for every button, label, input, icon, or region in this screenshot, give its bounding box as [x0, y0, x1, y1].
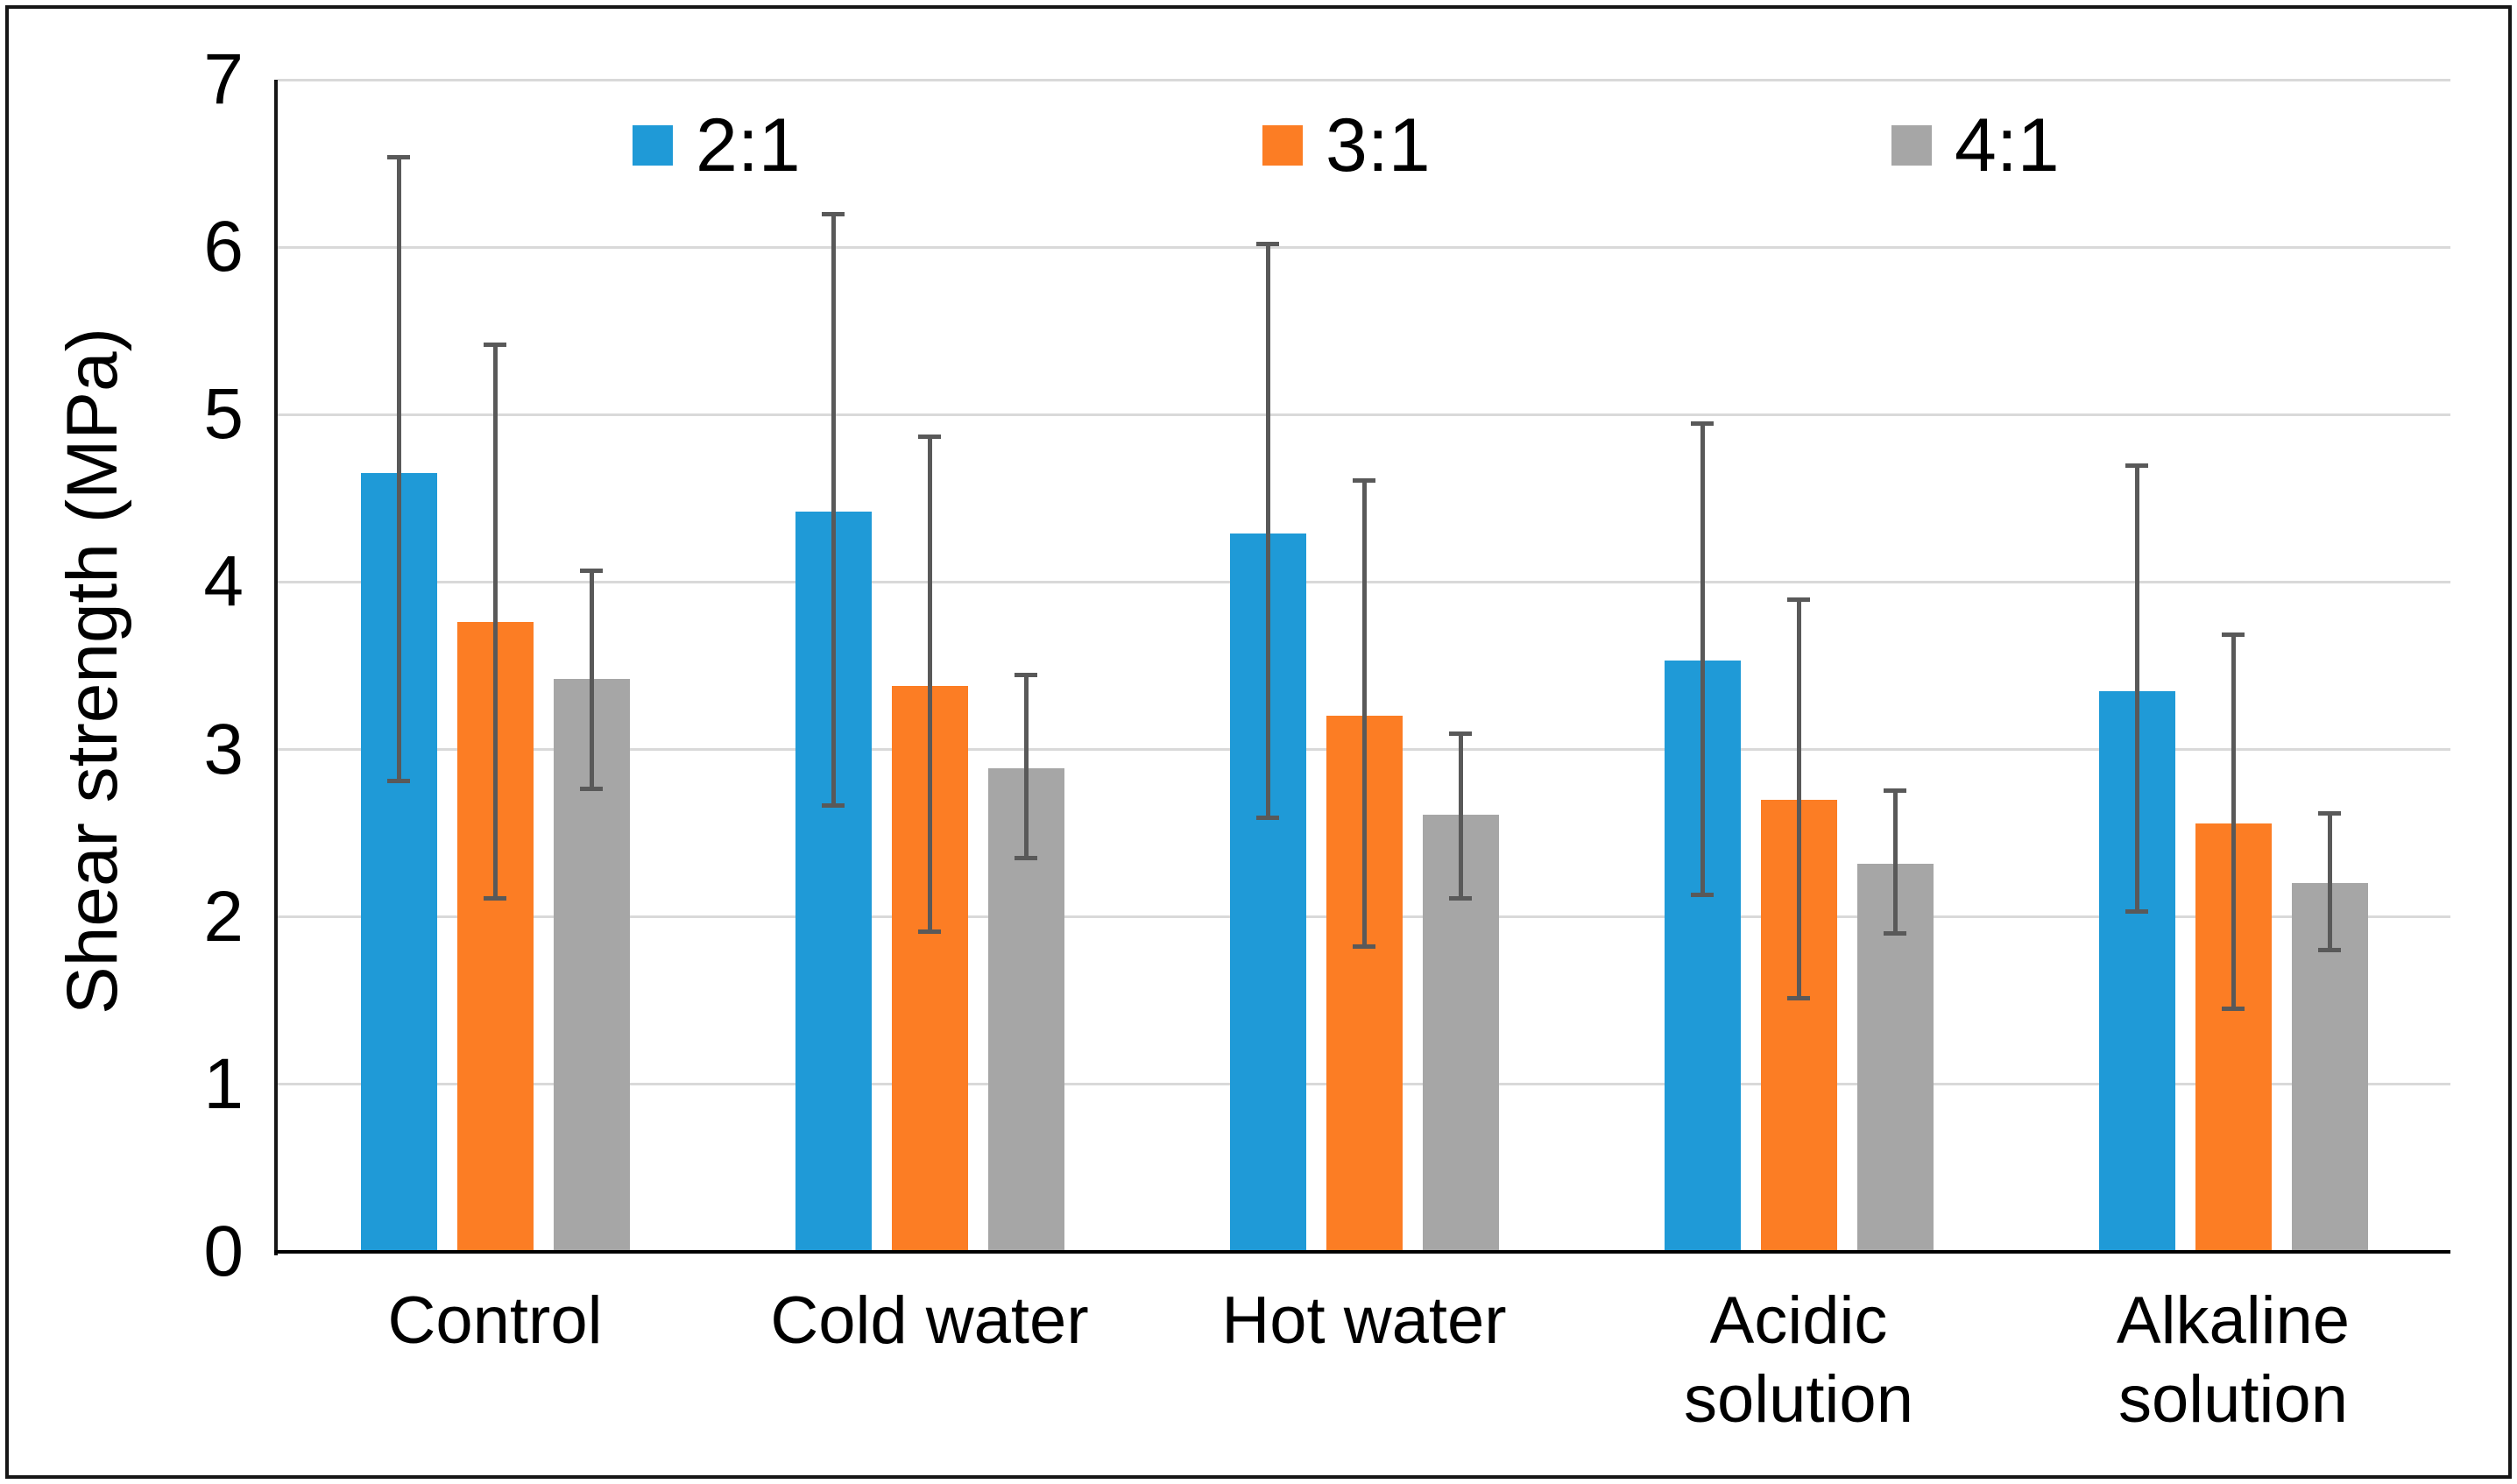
error-bar-stem	[1265, 242, 1270, 820]
error-bar-cap-bottom	[1353, 944, 1375, 950]
error-bar-cap-top	[1449, 731, 1472, 736]
error-bar-cap-bottom	[1787, 996, 1810, 1001]
gridline-y6	[278, 245, 2450, 249]
error-bar-stem	[2231, 632, 2236, 1011]
x-category-label-acidic-solution: Acidic solution	[1684, 1283, 1913, 1437]
gridline-y5	[278, 413, 2450, 416]
error-bar-cap-bottom	[2125, 908, 2148, 914]
legend-swatch-4:1	[1891, 125, 1932, 166]
y-tick-label-0: 0	[203, 1212, 244, 1291]
x-category-label-control: Control	[387, 1283, 603, 1358]
error-bar-cap-bottom	[2222, 1006, 2245, 1011]
error-bar-cap-bottom	[2318, 947, 2341, 952]
error-bar-stem	[1023, 672, 1029, 860]
legend-label-3:1: 3:1	[1326, 103, 1431, 187]
legend-item-4:1: 4:1	[1891, 103, 2060, 187]
gridline-y7	[278, 78, 2450, 81]
legend-label-4:1: 4:1	[1955, 103, 2060, 187]
error-bar-4:1-control	[580, 569, 603, 792]
error-bar-cap-bottom	[387, 778, 410, 783]
y-tick-label-4: 4	[203, 541, 244, 622]
legend-label-2:1: 2:1	[696, 103, 801, 187]
error-bar-cap-bottom	[822, 803, 845, 809]
error-bar-stem	[927, 435, 932, 934]
legend-item-3:1: 3:1	[1262, 103, 1431, 187]
error-bar-4:1-alkaline-solution	[2318, 811, 2341, 952]
legend-item-2:1: 2:1	[633, 103, 801, 187]
legend-swatch-2:1	[633, 125, 673, 166]
error-bar-stem	[396, 155, 401, 783]
error-bar-stem	[831, 212, 836, 809]
error-bar-stem	[1700, 420, 1705, 897]
y-tick-label-5: 5	[203, 374, 244, 455]
y-tick-label-3: 3	[203, 709, 244, 789]
error-bar-cap-top	[2318, 811, 2341, 816]
error-bar-stem	[492, 343, 498, 901]
error-bar-stem	[2134, 463, 2139, 914]
y-tick-label-6: 6	[203, 207, 244, 287]
legend-swatch-3:1	[1262, 125, 1303, 166]
error-bar-3:1-alkaline-solution	[2222, 632, 2245, 1011]
x-axis-line	[274, 1250, 2450, 1254]
error-bar-4:1-acidic-solution	[1884, 788, 1906, 936]
x-category-label-hot-water: Hot water	[1221, 1283, 1507, 1358]
error-bar-2:1-alkaline-solution	[2125, 463, 2148, 914]
error-bar-cap-top	[1256, 242, 1279, 247]
error-bar-2:1-control	[387, 155, 410, 783]
error-bar-cap-bottom	[484, 895, 506, 901]
error-bar-cap-top	[1015, 672, 1037, 677]
error-bar-4:1-cold-water	[1015, 672, 1037, 860]
error-bar-2:1-cold-water	[822, 212, 845, 809]
error-bar-3:1-hot-water	[1353, 477, 1375, 950]
error-bar-cap-bottom	[580, 787, 603, 792]
error-bar-cap-bottom	[1256, 815, 1279, 820]
error-bar-stem	[1796, 597, 1801, 1001]
error-bar-cap-top	[2222, 632, 2245, 637]
y-tick-label-7: 7	[203, 39, 244, 119]
error-bar-stem	[1361, 477, 1367, 950]
error-bar-3:1-acidic-solution	[1787, 597, 1810, 1001]
error-bar-2:1-hot-water	[1256, 242, 1279, 820]
error-bar-stem	[1892, 788, 1898, 936]
error-bar-2:1-acidic-solution	[1691, 420, 1714, 897]
error-bar-cap-top	[1353, 477, 1375, 483]
error-bar-cap-top	[822, 212, 845, 216]
error-bar-cap-bottom	[1449, 895, 1472, 901]
error-bar-cap-top	[1884, 788, 1906, 793]
error-bar-cap-bottom	[1884, 930, 1906, 936]
error-bar-cap-top	[918, 435, 941, 440]
x-category-label-cold-water: Cold water	[770, 1283, 1089, 1358]
y-tick-label-2: 2	[203, 876, 244, 957]
error-bar-cap-top	[580, 569, 603, 574]
y-tick-label-1: 1	[203, 1043, 244, 1124]
error-bar-4:1-hot-water	[1449, 731, 1472, 901]
error-bar-3:1-cold-water	[918, 435, 941, 934]
error-bar-cap-top	[2125, 463, 2148, 468]
error-bar-stem	[1458, 731, 1463, 901]
x-category-label-alkaline-solution: Alkaline solution	[2116, 1283, 2351, 1437]
error-bar-cap-bottom	[1691, 892, 1714, 897]
error-bar-stem	[2327, 811, 2332, 952]
error-bar-3:1-control	[484, 343, 506, 901]
error-bar-cap-top	[1691, 420, 1714, 426]
error-bar-cap-top	[484, 343, 506, 348]
error-bar-cap-bottom	[918, 929, 941, 934]
error-bar-cap-top	[1787, 597, 1810, 602]
error-bar-cap-bottom	[1015, 855, 1037, 860]
error-bar-stem	[589, 569, 594, 792]
error-bar-cap-top	[387, 155, 410, 159]
y-axis-line	[274, 80, 278, 1255]
